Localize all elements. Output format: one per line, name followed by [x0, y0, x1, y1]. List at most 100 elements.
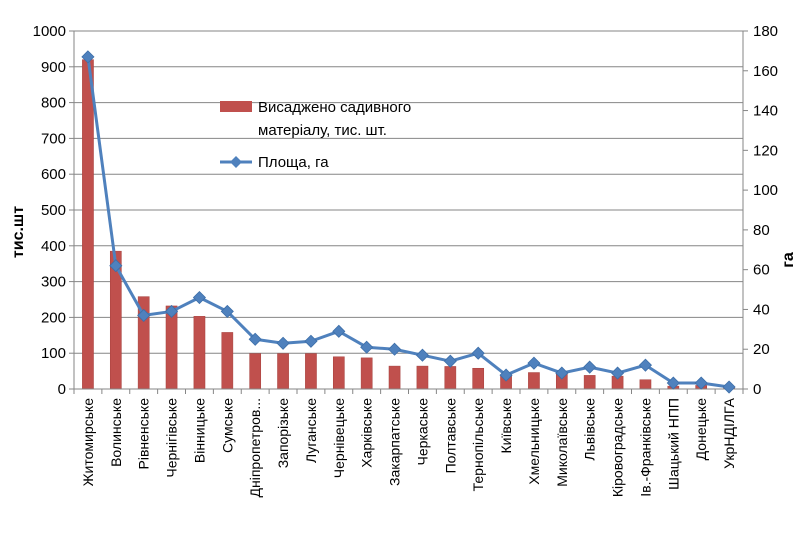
- category-label: Чернігівське: [164, 398, 180, 478]
- category-label: Житомирське: [80, 398, 96, 487]
- line-point: [415, 348, 430, 362]
- bar: [528, 372, 540, 390]
- left-tick-label: 100: [41, 345, 66, 362]
- left-tick-label: 400: [41, 238, 66, 255]
- left-tick-label: 600: [41, 166, 66, 183]
- line-point: [109, 259, 123, 273]
- axes: [69, 30, 748, 394]
- right-tick-label: 0: [753, 381, 761, 398]
- category-label: Волинське: [108, 398, 124, 467]
- right-tick-label: 140: [753, 103, 778, 120]
- category-label: Хмельницьке: [526, 398, 542, 485]
- line-point: [360, 340, 374, 354]
- category-label: Київське: [498, 398, 514, 454]
- left-tick-label: 500: [41, 202, 66, 219]
- line-point: [192, 290, 207, 305]
- right-tick-label: 180: [753, 23, 778, 40]
- line-point: [555, 366, 569, 380]
- category-label: Рівненське: [136, 398, 152, 470]
- category-label: Луганське: [303, 398, 319, 463]
- bar: [249, 353, 262, 390]
- bar: [305, 353, 317, 390]
- line-point: [220, 304, 234, 318]
- left-tick-label: 200: [41, 309, 66, 326]
- category-label: Миколаївське: [554, 398, 570, 487]
- left-tick-label: 800: [41, 95, 66, 112]
- bar: [583, 375, 596, 390]
- bar: [639, 379, 652, 390]
- category-label: Вінницьке: [191, 398, 207, 463]
- bar: [332, 356, 345, 390]
- category-labels: Житомирське Волинське Рівненське Чернігівсь…: [80, 397, 737, 497]
- left-tick-label: 1000: [33, 23, 66, 40]
- legend-bar-swatch: [220, 101, 252, 112]
- line-series: [81, 50, 736, 394]
- line-point: [164, 304, 179, 318]
- line-point: [304, 334, 318, 348]
- bar: [472, 367, 485, 390]
- line-point: [610, 366, 625, 380]
- left-tick-label: 700: [41, 130, 66, 147]
- line-point: [694, 376, 708, 390]
- legend-bar-label-line1: Висаджено садивного: [258, 99, 411, 116]
- gridlines: [74, 30, 743, 354]
- category-label: Кіровоградське: [610, 398, 626, 497]
- category-label: Полтавське: [442, 398, 458, 474]
- bar: [221, 332, 234, 390]
- category-label: Черкаське: [414, 398, 430, 466]
- category-label: Закарпатське: [387, 398, 403, 486]
- category-label: УкрНДІЛГА: [721, 397, 737, 468]
- right-axis-title: га: [780, 252, 797, 268]
- category-label: Тернопільське: [470, 398, 486, 492]
- legend-line-marker: [230, 156, 242, 168]
- category-label: Харківське: [359, 398, 375, 468]
- right-tick-label: 80: [753, 222, 770, 239]
- line-point: [471, 346, 485, 360]
- line-point: [666, 376, 680, 390]
- line-point: [638, 358, 653, 372]
- category-label: Дніпропетров...: [247, 398, 263, 497]
- left-axis-title: тис.шт: [10, 206, 27, 258]
- line-point: [499, 368, 513, 382]
- right-tick-label: 40: [753, 301, 770, 318]
- category-label: Львівське: [582, 398, 598, 461]
- right-tick-label: 120: [753, 142, 778, 159]
- line-point: [248, 332, 262, 346]
- bar: [388, 365, 401, 390]
- category-label: Запорізьке: [275, 398, 291, 469]
- bar: [444, 366, 457, 390]
- category-label: Чернівецьке: [331, 398, 347, 478]
- right-tick-label: 20: [753, 341, 770, 358]
- legend-bar-label-line2: матеріалу, тис. шт.: [258, 122, 387, 139]
- bar: [82, 59, 94, 390]
- legend-line-label: Площа, га: [258, 154, 329, 171]
- line-point: [332, 324, 346, 338]
- line-point: [583, 360, 597, 374]
- line-point: [443, 354, 457, 368]
- line-point: [81, 50, 95, 64]
- bar: [165, 305, 178, 390]
- left-tick-label: 300: [41, 274, 66, 291]
- category-label: Ів.-Франківське: [637, 398, 653, 497]
- line-point: [276, 336, 290, 350]
- bar: [277, 353, 289, 390]
- right-tick-label: 60: [753, 262, 770, 279]
- left-tick-label: 900: [41, 59, 66, 76]
- right-tick-label: 160: [753, 63, 778, 80]
- left-axis-ticks: 0 100 200 300 400 500 600 700 800 900 1000: [33, 23, 66, 398]
- category-label: Шацький НПП: [665, 398, 681, 490]
- category-label: Сумське: [219, 398, 235, 453]
- bar: [360, 357, 373, 390]
- line-point: [527, 356, 541, 370]
- bar: [416, 365, 429, 390]
- line-point: [722, 380, 736, 394]
- legend-bar-label: Висаджено садивного матеріалу, тис. шт.: [258, 99, 415, 139]
- line-point: [137, 308, 151, 322]
- category-label: Донецьке: [693, 398, 709, 461]
- legend: Висаджено садивного матеріалу, тис. шт. …: [220, 99, 415, 171]
- bar: [193, 316, 206, 390]
- right-tick-label: 100: [753, 182, 778, 199]
- line-point: [387, 342, 402, 356]
